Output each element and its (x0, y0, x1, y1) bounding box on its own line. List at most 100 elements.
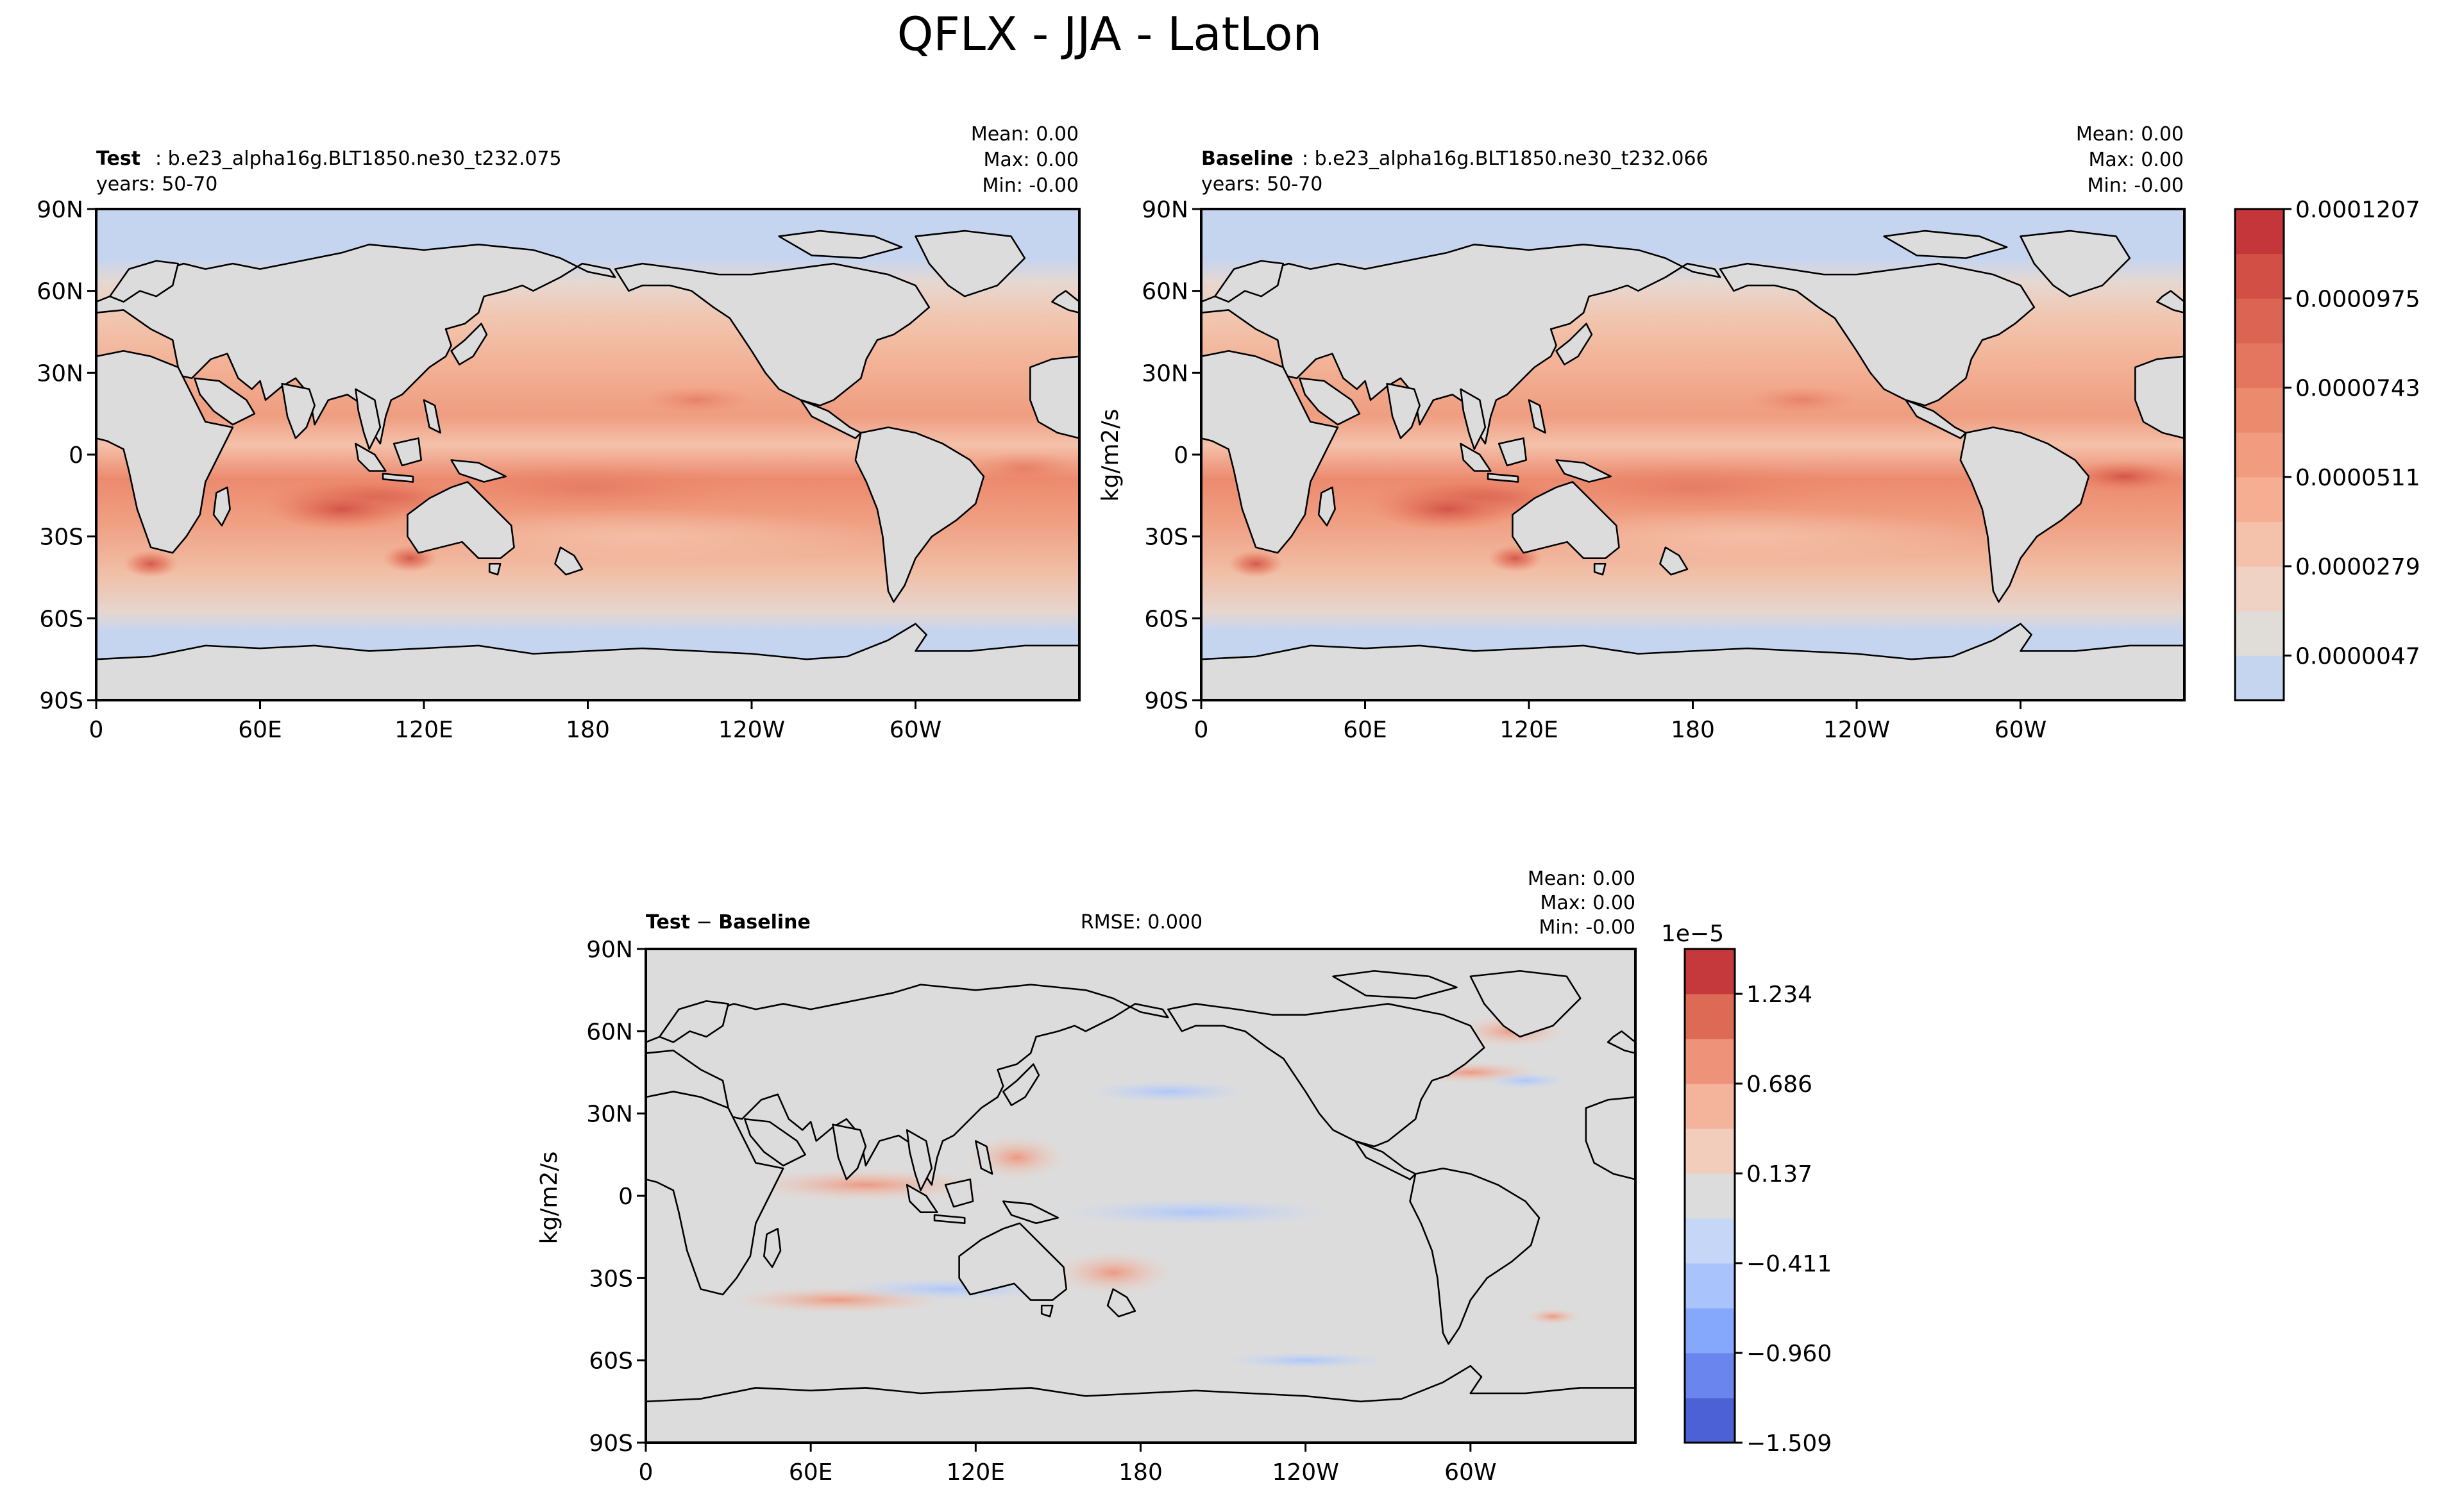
colorbar-segment (1685, 1398, 1735, 1443)
map-diff-positive (1052, 1250, 1174, 1295)
colorbar-segment (2235, 521, 2284, 567)
map-diff-negative (1223, 1352, 1388, 1369)
map-hotspot (266, 487, 419, 532)
map-diff-positive (967, 1135, 1067, 1180)
lat-tick-label: 30S (1144, 524, 1188, 551)
lat-tick-label: 90N (37, 197, 83, 223)
colorbar-label: −0.960 (1746, 1341, 1832, 1367)
lat-tick-label: 60N (37, 279, 83, 305)
colorbar-segment (1685, 949, 1735, 994)
colorbar-label: 0.0001207 (2295, 197, 2420, 223)
colorbar-segment (2235, 253, 2284, 299)
panel-diff-rmse: RMSE: 0.000 (1081, 911, 1202, 934)
lon-tick-label: 120W (1823, 717, 1890, 743)
lon-tick-label: 0 (639, 1459, 654, 1486)
panel-baseline-map (1200, 208, 2186, 701)
map-hotspot (642, 386, 752, 414)
map-cool-band (1501, 509, 1993, 564)
colorbar-label: 0.137 (1746, 1161, 1812, 1187)
panel-test-case: : b.e23_alpha16g.BLT1850.ne30_t232.075 (155, 147, 562, 170)
panel-test: Test : b.e23_alpha16g.BLT1850.ne30_t232.… (37, 123, 1081, 743)
panel-diff-ylabel: kg/m2/s (536, 1152, 562, 1245)
lat-tick-label: 0 (618, 1184, 633, 1210)
map-hotspot (2064, 460, 2184, 493)
map-hotspot (1747, 386, 1857, 414)
map-diff-negative (1085, 1080, 1251, 1103)
lon-tick-label: 0 (1194, 717, 1209, 743)
colorbar-label: −1.509 (1746, 1430, 1832, 1457)
colorbar-label: 0.0000975 (2295, 286, 2420, 312)
panel-baseline-lat-axis: 90N 60N 30N 0 30S 60S 90S (1142, 197, 1201, 714)
colorbar-segment (1685, 1173, 1735, 1219)
panel-baseline: Baseline : b.e23_alpha16g.BLT1850.ne30_t… (1097, 123, 2186, 743)
colorbar-diff: −1.509 −0.960 −0.411 0.137 0.686 1.234 (1683, 948, 1832, 1457)
panel-test-max: Max: 0.00 (984, 149, 1079, 171)
lon-tick-label: 60W (1995, 717, 2046, 743)
lat-tick-label: 60S (589, 1348, 633, 1375)
figure-title: QFLX - JJA - LatLon (897, 7, 1322, 61)
panel-diff: Test − Baseline RMSE: 0.000 Mean: 0.00 M… (536, 868, 1637, 1486)
lat-tick-label: 60S (1144, 606, 1188, 632)
colorbar-label: 0.0000047 (2295, 643, 2420, 669)
panel-diff-label: Test − Baseline (646, 911, 811, 934)
lat-tick-label: 30N (586, 1102, 633, 1128)
lon-tick-label: 60E (1343, 717, 1387, 743)
panel-baseline-mean: Mean: 0.00 (2076, 123, 2184, 146)
map-hotspot (123, 549, 178, 578)
lon-tick-label: 60E (789, 1459, 833, 1486)
colorbar-segment (1685, 1353, 1735, 1398)
panel-baseline-lon-axis: 0 60E 120E 180 120W 60W (1194, 700, 2046, 743)
lat-tick-label: 60N (1142, 279, 1188, 305)
lat-tick-label: 0 (69, 442, 83, 469)
map-cool-band (396, 509, 888, 564)
colorbar-label: 0.0000743 (2295, 376, 2420, 402)
colorbar-diff-exponent: 1e−5 (1661, 921, 1724, 947)
lat-tick-label: 30N (37, 360, 83, 387)
lat-tick-label: 30N (1142, 360, 1188, 387)
colorbar-segment (2235, 342, 2284, 389)
lon-tick-label: 60E (238, 717, 282, 743)
panel-diff-lat-axis: 90N 60N 30N 0 30S 60S 90S (586, 937, 646, 1457)
lat-tick-label: 30S (589, 1266, 633, 1292)
panel-test-label: Test (96, 147, 140, 170)
map-hotspot (424, 460, 752, 515)
panel-test-lon-axis: 0 60E 120E 180 120W 60W (89, 700, 941, 743)
lon-tick-label: 0 (89, 717, 104, 743)
lon-tick-label: 120E (947, 1459, 1005, 1486)
colorbar-main: 0.0000047 0.0000279 0.0000511 0.0000743 0.00… (2234, 197, 2420, 701)
panel-diff-max: Max: 0.00 (1540, 892, 1635, 914)
lat-tick-label: 90S (1144, 688, 1188, 714)
colorbar-segment (2235, 655, 2284, 701)
colorbar-segment (1685, 1039, 1735, 1084)
colorbar-segment (2235, 432, 2284, 478)
panel-diff-map (645, 948, 1637, 1444)
colorbar-label: −0.411 (1746, 1251, 1832, 1277)
panel-test-lat-axis: 90N 60N 30N 0 30S 60S 90S (37, 197, 96, 714)
colorbar-segment (1685, 1263, 1735, 1309)
map-hotspot (1529, 460, 1857, 515)
lon-tick-label: 60W (890, 717, 941, 743)
map-hotspot (1228, 549, 1283, 578)
colorbar-segment (1685, 1308, 1735, 1354)
lon-tick-label: 180 (1671, 717, 1715, 743)
panel-baseline-case: : b.e23_alpha16g.BLT1850.ne30_t232.066 (1302, 147, 1709, 170)
colorbar-segment (2235, 387, 2284, 433)
colorbar-frame (1683, 948, 1736, 1444)
lon-tick-label: 60W (1444, 1459, 1496, 1486)
lon-tick-label: 120E (394, 717, 453, 743)
lat-tick-label: 90N (586, 937, 633, 963)
map-diff-negative (1484, 1072, 1567, 1089)
colorbar-segment (2235, 610, 2284, 656)
panel-baseline-ylabel: kg/m2/s (1097, 409, 1124, 502)
colorbar-segment (1685, 1084, 1735, 1129)
map-diff-positive (1525, 1308, 1581, 1325)
lat-tick-label: 60S (39, 606, 83, 632)
panel-baseline-label: Baseline (1201, 147, 1294, 170)
map-hotspot (1371, 487, 1524, 532)
lon-tick-label: 180 (1118, 1459, 1163, 1486)
map-diff-negative (1058, 1198, 1333, 1227)
map-hotspot (970, 451, 1079, 485)
lat-tick-label: 90N (1142, 197, 1188, 223)
lat-tick-label: 90S (39, 688, 83, 714)
